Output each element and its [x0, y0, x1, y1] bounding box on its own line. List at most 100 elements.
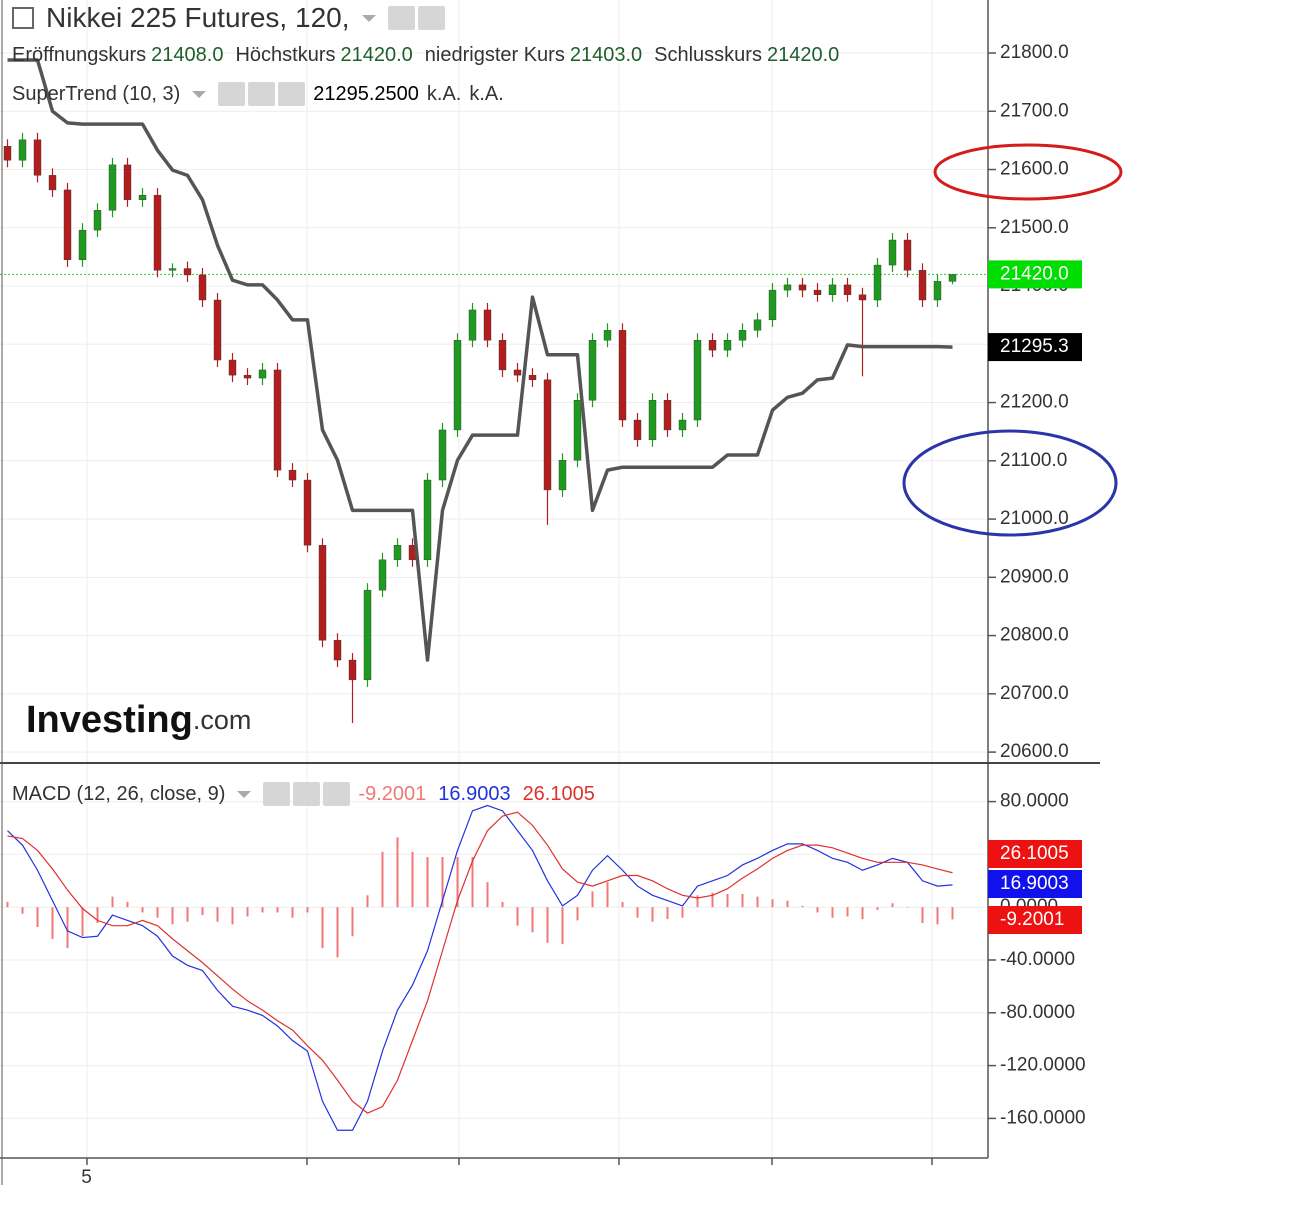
- y-tick-label: 21000.0: [1000, 508, 1069, 529]
- candle-body: [273, 369, 282, 471]
- candle-body: [498, 340, 507, 371]
- dropdown-icon[interactable]: [192, 90, 207, 98]
- histogram-bar: [921, 907, 924, 924]
- visibility-icon[interactable]: [387, 6, 415, 30]
- candle-body: [183, 268, 192, 276]
- histogram-bar: [726, 894, 729, 908]
- histogram-bar: [126, 901, 129, 908]
- macd-line: [7, 811, 953, 1114]
- histogram-bar: [621, 901, 624, 908]
- candle-body: [888, 239, 897, 266]
- macd-badge-bg: [988, 870, 1082, 898]
- histogram-bar: [51, 907, 54, 939]
- settings-icon[interactable]: [248, 82, 276, 106]
- macd-badge: 26.1005: [1000, 843, 1069, 864]
- histogram-bar: [81, 907, 84, 937]
- histogram-bar: [636, 907, 639, 918]
- settings-icon[interactable]: [417, 6, 445, 30]
- y-tick-label: 21700.0: [1000, 100, 1069, 121]
- ohlc-row: Eröffnungskurs 21408.0 Höchstkurs 21420.0 ni…: [12, 44, 851, 67]
- y-tick-label: 20800.0: [1000, 625, 1069, 646]
- indicator-value: 21295.2500: [313, 82, 419, 105]
- candle-body: [543, 379, 552, 491]
- histogram-bar: [156, 907, 159, 918]
- histogram-bar: [291, 907, 294, 918]
- candle-body: [348, 659, 357, 681]
- macd-legend: -9.2001 16.9003 26.1005: [358, 783, 606, 806]
- histogram-bar: [381, 851, 384, 908]
- y-tick-label: 21800.0: [1000, 42, 1069, 63]
- histogram-bar: [6, 901, 9, 908]
- candle-body: [318, 545, 327, 641]
- visibility-icon[interactable]: [218, 82, 246, 106]
- dropdown-icon[interactable]: [237, 790, 252, 798]
- candle-body: [78, 229, 87, 261]
- candle-body: [228, 359, 237, 376]
- candle-body: [513, 369, 522, 376]
- histogram-bar: [501, 901, 504, 908]
- histogram-bar: [666, 907, 669, 920]
- histogram-bar: [471, 857, 474, 908]
- histogram-bar: [201, 907, 204, 916]
- macd-badge-bg: [988, 906, 1082, 934]
- y-tick-label: 21100.0: [1000, 450, 1067, 471]
- histogram-bar: [891, 903, 894, 908]
- candle-body: [3, 146, 12, 161]
- histogram-bar: [876, 907, 879, 910]
- candle-body: [753, 319, 762, 331]
- candle-body: [93, 210, 102, 231]
- macd-badge: -9.2001: [1000, 909, 1064, 930]
- dropdown-icon[interactable]: [361, 14, 376, 22]
- candle-body: [483, 309, 492, 341]
- legend-value: 16.9003: [438, 782, 511, 805]
- watermark-suffix: .com: [193, 705, 252, 735]
- settings-icon[interactable]: [293, 782, 321, 806]
- histogram-bar: [951, 907, 954, 920]
- supertrend-badge-bg: [988, 333, 1082, 362]
- macd-badge: 16.9003: [1000, 873, 1069, 894]
- supertrend-badge: 21295.3: [1000, 336, 1069, 357]
- chart-title: Nikkei 225 Futures, 120,: [46, 2, 350, 33]
- visibility-icon[interactable]: [263, 782, 291, 806]
- candle-body: [723, 340, 732, 351]
- remove-icon[interactable]: [278, 82, 306, 106]
- candle-body: [438, 429, 447, 481]
- time-grid: [86, 0, 933, 1158]
- grid-layer: 20600.0 20700.0 20800.0 20900.0 21000.0 21100…: [0, 42, 1086, 1188]
- y-tick-label: 21600.0: [1000, 159, 1069, 180]
- histogram-bar: [741, 894, 744, 908]
- histogram-bar: [111, 896, 114, 908]
- ohlc-label: Höchstkurs: [235, 44, 336, 66]
- histogram-bar: [186, 907, 189, 922]
- macd-badge-bg: [988, 840, 1082, 868]
- histogram-bar: [771, 899, 774, 908]
- candle-body: [708, 340, 717, 351]
- histogram-bar: [516, 907, 519, 926]
- indicator-icons: [218, 82, 306, 106]
- histogram-bar: [561, 907, 564, 945]
- histogram-bar: [861, 907, 864, 920]
- y-tick-label: -40.0000: [1000, 949, 1075, 970]
- candle-body: [423, 479, 432, 561]
- x-tick-label: 5: [81, 1167, 92, 1188]
- ohlc-label: Schlusskurs: [654, 44, 762, 66]
- indicator-icons: [263, 782, 351, 806]
- candle-body: [378, 559, 387, 591]
- collapse-icon[interactable]: [12, 7, 34, 29]
- candle-body: [768, 289, 777, 321]
- legend-value: -9.2001: [358, 782, 427, 805]
- candle-body: [663, 400, 672, 431]
- supertrend-line: [7, 58, 953, 662]
- candle-body: [33, 139, 42, 176]
- histogram-bar: [36, 907, 39, 927]
- remove-icon[interactable]: [323, 782, 351, 806]
- candle-body: [858, 294, 867, 301]
- histogram-bar: [546, 907, 549, 943]
- histogram-bar: [246, 907, 249, 917]
- candle-body: [873, 264, 882, 301]
- y-tick-label: 20600.0: [1000, 741, 1069, 762]
- candle-body: [783, 284, 792, 291]
- histogram-bar: [171, 907, 174, 925]
- legend-value: 26.1005: [522, 782, 595, 805]
- candle-body: [573, 400, 582, 461]
